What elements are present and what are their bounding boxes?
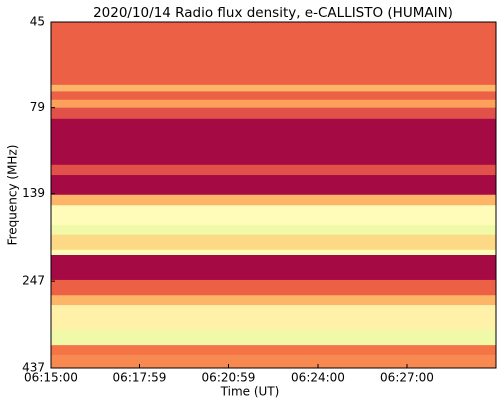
band xyxy=(51,225,496,236)
band xyxy=(51,22,496,86)
x-tick-label: 06:24:00 xyxy=(291,371,345,385)
band xyxy=(51,99,496,109)
band xyxy=(51,234,496,251)
plot-frame xyxy=(50,21,497,369)
band xyxy=(51,295,496,306)
y-tick-label: 437 xyxy=(22,361,45,375)
x-tick-label: 06:20:59 xyxy=(202,371,256,385)
band xyxy=(51,84,496,92)
band xyxy=(51,107,496,120)
y-tick-label: 45 xyxy=(30,15,45,29)
band xyxy=(51,305,496,331)
x-tick-label: 06:15:00 xyxy=(24,371,78,385)
x-axis-label: Time (UT) xyxy=(220,385,280,399)
band xyxy=(51,329,496,346)
band xyxy=(51,175,496,196)
y-tick-label: 247 xyxy=(22,274,45,288)
band xyxy=(51,354,496,369)
band xyxy=(51,249,496,256)
x-tick-label: 06:17:59 xyxy=(113,371,167,385)
band xyxy=(51,255,496,281)
y-tick-label: 139 xyxy=(22,186,45,200)
chart-title: 2020/10/14 Radio flux density, e-CALLIST… xyxy=(93,5,453,21)
band xyxy=(51,164,496,176)
band xyxy=(51,205,496,226)
y-axis-label: Frequency (MHz) xyxy=(6,145,20,246)
y-tick-label: 79 xyxy=(30,100,45,114)
band xyxy=(51,118,496,166)
band xyxy=(51,194,496,206)
x-tick-label: 06:27:00 xyxy=(380,371,434,385)
band xyxy=(51,91,496,101)
band xyxy=(51,345,496,356)
band xyxy=(51,279,496,296)
